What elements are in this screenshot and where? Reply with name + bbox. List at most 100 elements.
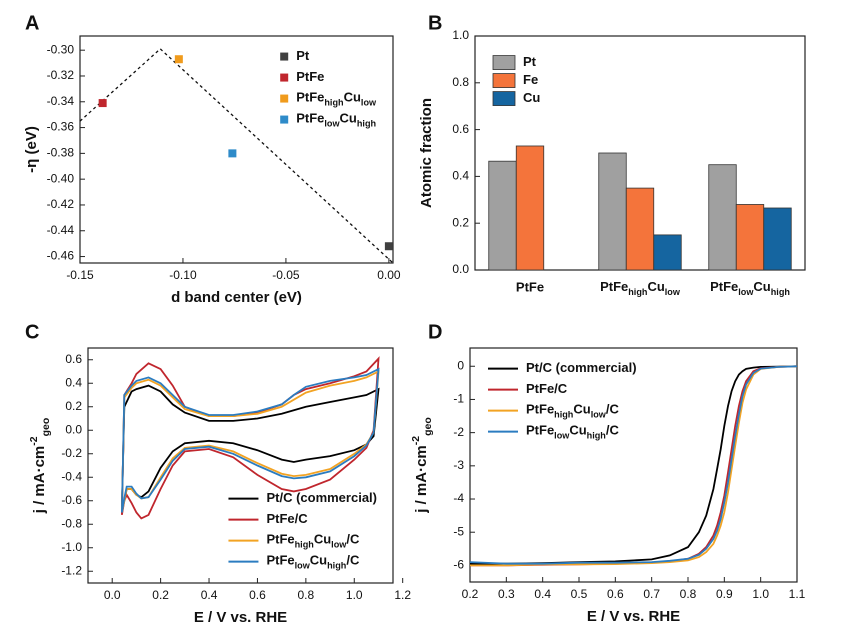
legend-label: Pt: [523, 54, 537, 69]
y-tick-label: -0.40: [47, 171, 75, 185]
subscript: low: [331, 540, 347, 550]
subscript: high: [771, 287, 790, 297]
legend-label: PtFehighCulow/C: [266, 532, 359, 550]
legend-label: PtFelowCuhigh/C: [266, 553, 359, 571]
legend-label: PtFe: [296, 69, 324, 84]
y-tick-label: -0.32: [47, 68, 75, 82]
plot-frame: [79, 35, 394, 264]
subscript: high: [327, 561, 346, 571]
panel: D -6 -5 -4 -3 -2 -1 0 0.2 0.3 0.4 0.5 0.6 0.7 0.8 0.9 1.…: [410, 321, 806, 625]
subscript: high: [295, 540, 314, 550]
y-tick-label: -0.8: [61, 516, 82, 530]
series-line: [469, 365, 798, 565]
subscript: high: [554, 410, 573, 420]
text-part: j / mA·cm: [413, 445, 430, 514]
point: [174, 55, 183, 64]
y-tick-label: -0.42: [47, 197, 75, 211]
legend-swatch: [280, 94, 289, 103]
bar: [598, 152, 627, 271]
x-tick-label: 0.8: [680, 587, 697, 601]
x-tick-label: 0.6: [607, 587, 624, 601]
series-line: [470, 365, 798, 567]
text-part: PtFe: [266, 532, 294, 547]
text-part: Cu: [310, 553, 327, 568]
legend-swatch: [280, 73, 289, 82]
y-tick-label: -4: [453, 491, 464, 505]
bar: [488, 160, 517, 271]
bar: [763, 207, 792, 271]
legend-label: PtFehighCulow: [296, 90, 377, 108]
legend: Pt/C (commercial)PtFe/CPtFehighCulow/CPt…: [228, 490, 377, 571]
y-tick-label: -0.2: [61, 446, 82, 460]
text-part: Cu: [340, 111, 357, 126]
x-category-label: PtFe: [516, 279, 544, 294]
legend-label: Pt/C (commercial): [526, 360, 637, 375]
y-tick-label: 1.0: [452, 28, 469, 42]
subscript: high: [587, 431, 606, 441]
panel-letter: D: [428, 321, 442, 343]
text-part: Cu: [344, 90, 361, 105]
x-tick-label: 0.3: [498, 587, 515, 601]
y-tick-label: 0.6: [452, 122, 469, 136]
text-part: PtFe: [600, 279, 628, 294]
y-tick-label: 0.0: [452, 262, 469, 276]
subscript: low: [324, 119, 340, 129]
x-tick-label: 0.6: [249, 588, 266, 602]
x-tick-label: 0.4: [534, 587, 551, 601]
x-category-label: PtFelowCuhigh: [710, 279, 790, 297]
legend-label: PtFe/C: [266, 511, 308, 526]
panel-letter: B: [428, 12, 442, 34]
text-part: /C: [346, 553, 360, 568]
point: [228, 149, 237, 158]
subscript: high: [324, 98, 343, 108]
legend-label: Pt: [296, 48, 310, 63]
x-tick-label: 1.0: [752, 587, 769, 601]
x-tick-label: 0.7: [643, 587, 660, 601]
guide-line: [79, 48, 394, 264]
x-category-label: PtFehighCulow: [600, 279, 681, 297]
superscript: -2: [28, 436, 40, 445]
subscript: geo: [422, 417, 434, 436]
y-axis-label: j / mA·cm-2geo: [410, 417, 434, 514]
y-axis-label: j / mA·cm-2geo: [28, 418, 52, 515]
y-tick-label: -0.44: [47, 223, 75, 237]
y-tick-label: 0.2: [452, 215, 469, 229]
x-tick-label: 0.00: [377, 268, 401, 282]
subscript: low: [554, 431, 570, 441]
subscript: low: [295, 561, 311, 571]
panel-letter: C: [25, 321, 39, 343]
legend-label: PtFelowCuhigh: [296, 111, 376, 129]
x-tick-label: -0.05: [272, 268, 300, 282]
text-part: Cu: [314, 532, 331, 547]
x-tick-label: 0.2: [462, 587, 479, 601]
y-tick-label: -1: [453, 392, 464, 406]
x-tick-label: 0.0: [104, 588, 121, 602]
bar: [625, 187, 655, 271]
legend: Pt Fe Cu: [492, 54, 540, 106]
x-tick-label: 0.4: [201, 588, 218, 602]
series-line: [121, 367, 380, 513]
x-tick-label: 1.1: [789, 587, 806, 601]
panel-letter: A: [25, 12, 39, 34]
text-part: j / mA·cm: [31, 446, 48, 515]
bar: [515, 145, 545, 271]
x-tick-label: 1.0: [346, 588, 363, 602]
plot-frame: [469, 347, 798, 583]
legend-swatch: [492, 91, 516, 106]
y-tick-label: -0.30: [47, 42, 75, 56]
y-tick-label: 0.6: [65, 352, 82, 366]
y-tick-label: -0.4: [61, 469, 82, 483]
text-part: PtFe: [296, 90, 324, 105]
series-line: [470, 365, 798, 565]
x-axis-label: d band center (eV): [171, 289, 302, 306]
x-tick-label: 0.5: [571, 587, 588, 601]
subscript: geo: [40, 418, 52, 437]
x-tick-label: 1.2: [394, 588, 411, 602]
text-part: /C: [606, 423, 620, 438]
subscript: high: [357, 119, 376, 129]
series-line: [470, 365, 798, 567]
legend-swatch: [280, 115, 289, 124]
text-part: Cu: [569, 423, 586, 438]
